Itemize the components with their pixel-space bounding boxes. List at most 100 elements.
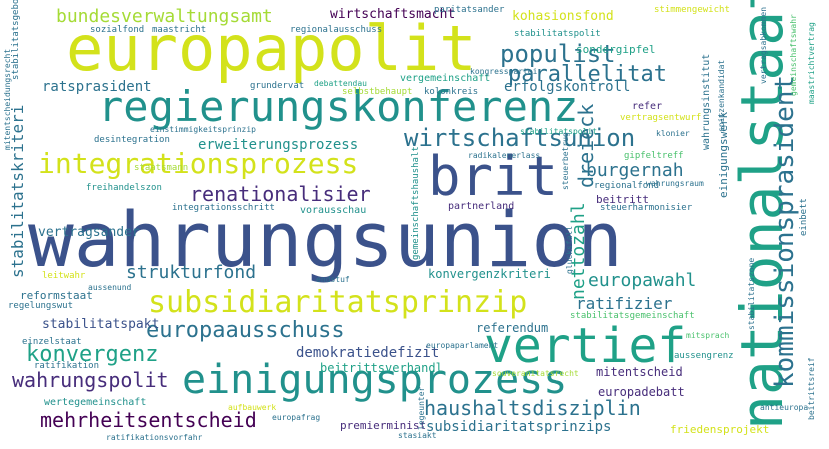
word: ratsprasident (42, 79, 152, 95)
word: stabilitatspolit (514, 29, 601, 39)
word: stabilitatsgemeinschaft (570, 311, 695, 321)
word: wahrungsinstitut (701, 53, 712, 150)
word: stabilitatszone (747, 257, 756, 330)
word: sozialfond (90, 25, 145, 35)
word: freihandelszon (86, 183, 162, 193)
word: regionalausschuss (290, 25, 383, 35)
word: kommissionsprasident (770, 74, 800, 388)
word: mitentscheidungsrecht (3, 48, 12, 150)
word: antieuropa (760, 403, 809, 412)
word: vertief (484, 318, 687, 374)
word: einstimmigkeitsprinzip (150, 125, 256, 134)
word: regelungswut (8, 301, 74, 311)
word: gemeinschaftshaushalt (411, 146, 421, 260)
word: desintegration (94, 135, 170, 145)
word: kongresspartei (470, 67, 538, 76)
word: beitritt (596, 193, 649, 206)
word: grundervat (250, 81, 305, 91)
word: subsidiaritatsprinzip (148, 285, 528, 320)
word: subsidiaritatsprinzips (426, 419, 612, 435)
word: wahrungsunion (28, 195, 623, 284)
word: parallelitat (508, 62, 667, 87)
word: beitrittsverhandl (320, 361, 443, 375)
word: vertragsentwurf (620, 113, 702, 123)
word: friedensprojekt (670, 423, 770, 436)
word: aufbauwerk (228, 403, 277, 412)
word: spitzenkandidat (717, 59, 726, 132)
word: dreieck (574, 103, 598, 188)
word: mitentscheid (596, 365, 683, 379)
word: beitrittsreif (807, 357, 816, 420)
word: einzelstaat (22, 337, 82, 347)
word: europawahl (588, 270, 697, 291)
word: europafrag (272, 413, 321, 422)
word: radikalenerlass (468, 151, 541, 160)
word: europaparlament (426, 341, 499, 350)
word: ratifizier (576, 294, 673, 313)
word: glucksfall (565, 225, 574, 274)
word: regionalfond (594, 181, 660, 191)
word: ratifikationsvorfahr (106, 433, 203, 442)
word: sondergipfel (576, 43, 656, 56)
word: kolonkreis (424, 87, 479, 97)
word: brit (428, 145, 559, 208)
word: premierminist (340, 419, 427, 432)
word: stabilitatsgebot (11, 0, 21, 80)
word: stasiakt (398, 431, 437, 440)
word: haushaltsdisziplin (424, 396, 641, 420)
word: wertegemeinschaft (44, 397, 147, 408)
word: integrationsschritt (172, 203, 275, 213)
word: bundesverwaltungsamt (56, 6, 273, 27)
word: staatsmann (134, 163, 189, 173)
word: vergemeinschaft (400, 73, 491, 84)
word: europaausschuss (146, 318, 345, 343)
word: konvergenz (26, 342, 159, 367)
word: europadebatt (598, 385, 685, 399)
word: einbett (799, 198, 809, 236)
word: klonier (656, 129, 690, 138)
word: konvergenzkriteri (428, 267, 551, 281)
word: wirtschaftsmacht (330, 7, 456, 22)
word: stabilitatskriteri (8, 104, 27, 278)
word: burgernah (586, 160, 684, 181)
word: stimmengewicht (654, 5, 730, 15)
word: gipfeltreff (624, 151, 684, 161)
word: populist (500, 40, 616, 68)
word: endstuf (316, 275, 350, 284)
word: paritatsander (434, 5, 505, 15)
word: mehrheitsentscheid (40, 408, 257, 432)
word: steuerbetrug (561, 132, 570, 190)
word: integrationsprozess (38, 147, 359, 180)
word: mitsprach (686, 331, 730, 340)
word: renationalisier (190, 182, 371, 206)
word: vertragsander (38, 225, 140, 240)
word: debattendau (314, 79, 367, 88)
word: regierungskonferenz (98, 82, 579, 131)
word: kohasionsfond (512, 9, 614, 24)
word: selbstbehaupt (342, 87, 413, 97)
word: wahrungspolit (12, 368, 169, 392)
word: souveranitatsrecht (492, 369, 579, 378)
word: maastrichtvertrag (807, 22, 816, 104)
word: leitwahr (42, 271, 86, 281)
word: reformstaat (20, 289, 93, 302)
word: referendum (476, 321, 549, 335)
word: aussengrenz (674, 351, 734, 361)
word: erweiterungsprozess (198, 137, 359, 153)
word: vertragsabkommen (759, 6, 768, 84)
word: refer (632, 101, 663, 112)
word: legeunter (417, 386, 426, 430)
word: europapolit (66, 12, 477, 85)
word: partnerland (448, 201, 515, 212)
word: stabilitatspolit (520, 127, 598, 136)
word: gemeinschaftswahr (789, 14, 798, 96)
word: vorausschau (300, 205, 367, 216)
word: aussenund (88, 283, 132, 292)
word: wahrungsraum (646, 179, 704, 188)
word: ratifikation (34, 361, 100, 371)
word: einigungsprozess (182, 357, 568, 403)
word: steuerharmonisier (600, 203, 693, 213)
word: erfolgskontroll (504, 79, 631, 95)
word: stabilitatspakt (42, 317, 160, 332)
